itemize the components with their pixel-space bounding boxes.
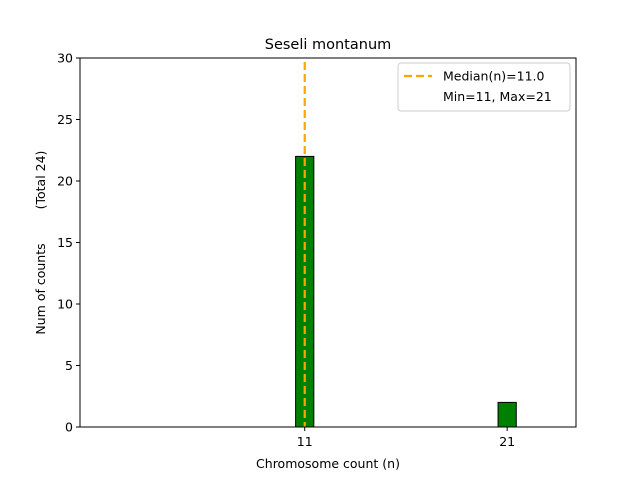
legend-box [397, 62, 571, 112]
legend-median-label: Median(n)=11.0 [443, 69, 544, 84]
ticks-layer: 0 5 10 15 20 25 30 11 21 [57, 51, 515, 450]
y-tick-label-30: 30 [57, 51, 73, 66]
bars-layer [295, 155, 517, 428]
legend-minmax-label: Min=11, Max=21 [443, 89, 552, 104]
bar-21 [497, 401, 517, 428]
y-tick-label-10: 10 [57, 297, 73, 312]
y-axis-label: Num of counts [33, 243, 48, 334]
chart-title: Seseli montanum [265, 37, 392, 53]
y-axis-total-label: (Total 24) [33, 151, 48, 210]
y-tick-label-0: 0 [65, 420, 73, 435]
y-tick-label-20: 20 [57, 174, 73, 189]
legend: Median(n)=11.0 Min=11, Max=21 [397, 62, 571, 112]
x-tick-label-11: 11 [297, 434, 313, 449]
plot-frame [79, 57, 577, 428]
y-tick-label-25: 25 [57, 112, 73, 127]
x-axis-label: Chromosome count (n) [256, 456, 400, 471]
y-tick-label-5: 5 [65, 358, 73, 373]
y-tick-label-15: 15 [57, 235, 73, 250]
x-tick-label-21: 21 [499, 434, 515, 449]
